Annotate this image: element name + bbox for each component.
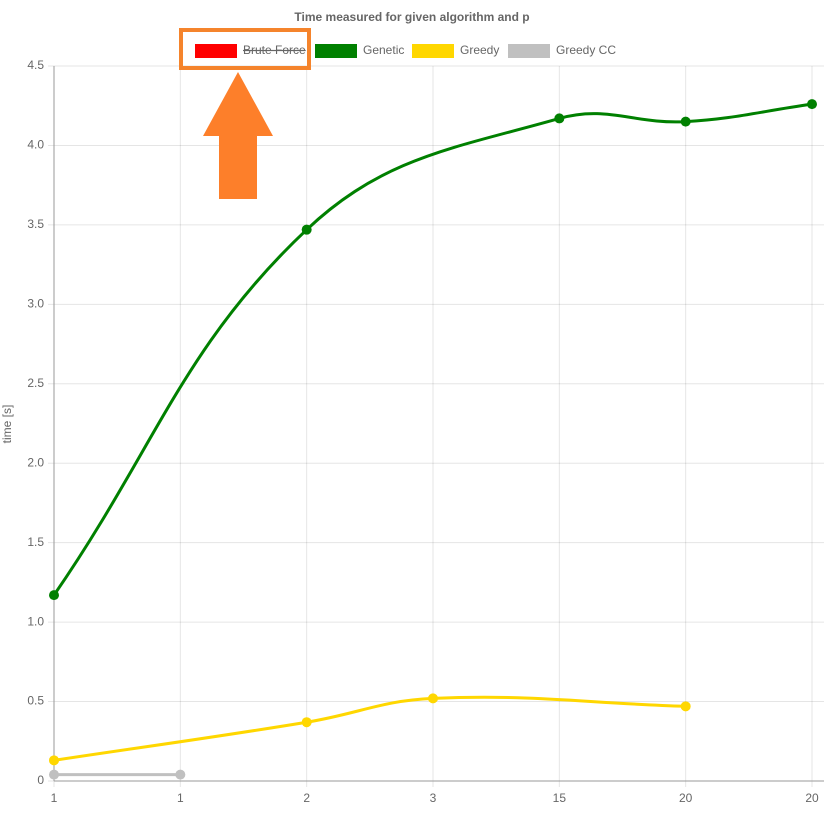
data-point: [680, 701, 691, 712]
data-point: [49, 590, 59, 601]
y-tick-label: 0.5: [27, 694, 44, 708]
y-tick-label: 4.0: [27, 138, 44, 152]
x-tick-label: 2: [303, 791, 310, 805]
y-tick-label: 4.5: [27, 58, 44, 72]
y-tick-label: 1.5: [27, 535, 44, 549]
data-point: [680, 116, 691, 127]
legend-label[interactable]: Genetic: [363, 43, 404, 57]
y-tick-label: 2.0: [27, 455, 44, 469]
chart-title: Time measured for given algorithm and p: [294, 10, 529, 24]
y-tick-label: 0: [37, 773, 44, 787]
data-point: [301, 717, 312, 728]
x-tick-label: 1: [51, 791, 58, 805]
legend-swatch[interactable]: [195, 44, 237, 58]
annotation-arrow: [203, 72, 273, 199]
y-tick-label: 3.0: [27, 297, 44, 311]
series-line: [53, 695, 686, 762]
legend-swatch[interactable]: [508, 44, 550, 58]
x-tick-label: 3: [430, 791, 437, 805]
legend-label[interactable]: Greedy CC: [556, 43, 616, 57]
x-tick-label: 20: [805, 791, 819, 805]
data-point: [301, 224, 312, 235]
data-point: [428, 693, 438, 704]
y-tick-label: 3.5: [27, 217, 44, 231]
plot-area: 0 0.5 1.0 1.5 2.0 2.5 3.0 3.5 4.0 4.5 1 1 2 3 15 20 20: [27, 58, 824, 805]
data-point: [49, 769, 59, 780]
data-point: [175, 769, 186, 780]
legend-swatch[interactable]: [315, 44, 357, 58]
legend-label[interactable]: Greedy: [460, 43, 499, 57]
data-point: [554, 113, 565, 124]
data-point: [49, 755, 59, 766]
y-tick-label: 1.0: [27, 614, 44, 628]
legend: Brute Force Genetic Greedy Greedy CC: [195, 43, 616, 58]
x-tick-label: 15: [553, 791, 567, 805]
y-tick-label: 2.5: [27, 376, 44, 390]
legend-label[interactable]: Brute Force: [243, 43, 306, 57]
y-axis-label: time [s]: [0, 405, 14, 444]
data-point: [807, 99, 817, 110]
x-tick-label: 20: [679, 791, 693, 805]
legend-swatch[interactable]: [412, 44, 454, 58]
highlight-box: [179, 28, 311, 70]
series-line: [52, 102, 813, 596]
x-tick-label: 1: [177, 791, 184, 805]
